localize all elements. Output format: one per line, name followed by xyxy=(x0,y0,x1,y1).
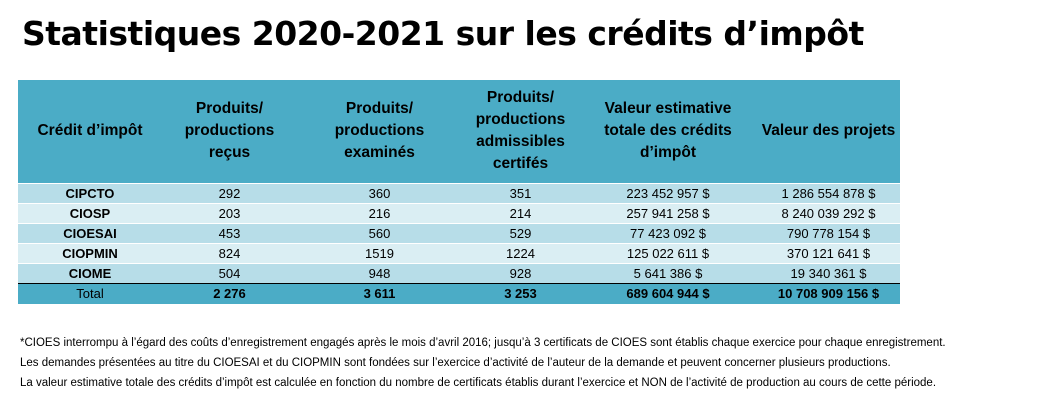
table-total-row: Total 2 276 3 611 3 253 689 604 944 $ 10… xyxy=(18,282,900,304)
cell-estimated-value: 77 423 092 $ xyxy=(579,222,757,243)
total-project-value: 10 708 909 156 $ xyxy=(757,282,900,304)
cell-project-value: 1 286 554 878 $ xyxy=(757,182,900,203)
cell-project-value: 790 778 154 $ xyxy=(757,222,900,243)
table-row: CIPCTO 292 360 351 223 452 957 $ 1 286 5… xyxy=(18,182,900,203)
table-row: CIOESAI 453 560 529 77 423 092 $ 790 778… xyxy=(18,222,900,243)
footnote-cioesai-ciopmin: Les demandes présentées au titre du CIOE… xyxy=(20,357,891,369)
cell-tax-credit: CIOSP xyxy=(18,202,162,223)
header-received: Produits/ productions reçus xyxy=(184,100,275,162)
table-header-row: Crédit d’impôt Produits/ productions reç… xyxy=(18,80,900,183)
cell-received: 504 xyxy=(162,262,297,283)
footnotes: *CIOES interrompu à l’égard des coûts d’… xyxy=(20,333,1030,393)
total-examined: 3 611 xyxy=(297,282,462,304)
table-row: CIOME 504 948 928 5 641 386 $ 19 340 361… xyxy=(18,262,900,283)
cell-received: 203 xyxy=(162,202,297,223)
cell-project-value: 8 240 039 292 $ xyxy=(757,202,900,223)
cell-received: 453 xyxy=(162,222,297,243)
page-title: Statistiques 2020-2021 sur les crédits d… xyxy=(22,14,864,53)
total-received: 2 276 xyxy=(162,282,297,304)
cell-certified: 1224 xyxy=(462,242,579,263)
header-project-value: Valeur des projets xyxy=(761,122,896,140)
header-estimated-value: Valeur estimative totale des crédits d’i… xyxy=(604,100,732,162)
cell-received: 824 xyxy=(162,242,297,263)
total-estimated-value: 689 604 944 $ xyxy=(579,282,757,304)
table-row: CIOPMIN 824 1519 1224 125 022 611 $ 370 … xyxy=(18,242,900,263)
cell-certified: 351 xyxy=(462,182,579,203)
cell-tax-credit: CIOPMIN xyxy=(18,242,162,263)
total-certified: 3 253 xyxy=(462,282,579,304)
cell-examined: 948 xyxy=(297,262,462,283)
cell-estimated-value: 223 452 957 $ xyxy=(579,182,757,203)
table-row: CIOSP 203 216 214 257 941 258 $ 8 240 03… xyxy=(18,202,900,223)
cell-examined: 360 xyxy=(297,182,462,203)
cell-examined: 1519 xyxy=(297,242,462,263)
tax-credit-table: Crédit d’impôt Produits/ productions reç… xyxy=(18,80,900,304)
cell-certified: 214 xyxy=(462,202,579,223)
cell-examined: 216 xyxy=(297,202,462,223)
cell-estimated-value: 5 641 386 $ xyxy=(579,262,757,283)
cell-project-value: 19 340 361 $ xyxy=(757,262,900,283)
footnote-estimated-value: La valeur estimative totale des crédits … xyxy=(20,377,937,389)
cell-received: 292 xyxy=(162,182,297,203)
cell-estimated-value: 125 022 611 $ xyxy=(579,242,757,263)
header-examined: Produits/ productions examinés xyxy=(334,100,425,162)
cell-tax-credit: CIPCTO xyxy=(18,182,162,203)
cell-project-value: 370 121 641 $ xyxy=(757,242,900,263)
cell-tax-credit: CIOME xyxy=(18,262,162,283)
cell-tax-credit: CIOESAI xyxy=(18,222,162,243)
total-label: Total xyxy=(18,282,162,304)
cell-certified: 928 xyxy=(462,262,579,283)
header-tax-credit: Crédit d’impôt xyxy=(37,122,143,140)
cell-estimated-value: 257 941 258 $ xyxy=(579,202,757,223)
cell-certified: 529 xyxy=(462,222,579,243)
footnote-cioes: *CIOES interrompu à l’égard des coûts d’… xyxy=(20,337,946,349)
header-certified: Produits/ productions admissibles certif… xyxy=(475,89,566,173)
cell-examined: 560 xyxy=(297,222,462,243)
